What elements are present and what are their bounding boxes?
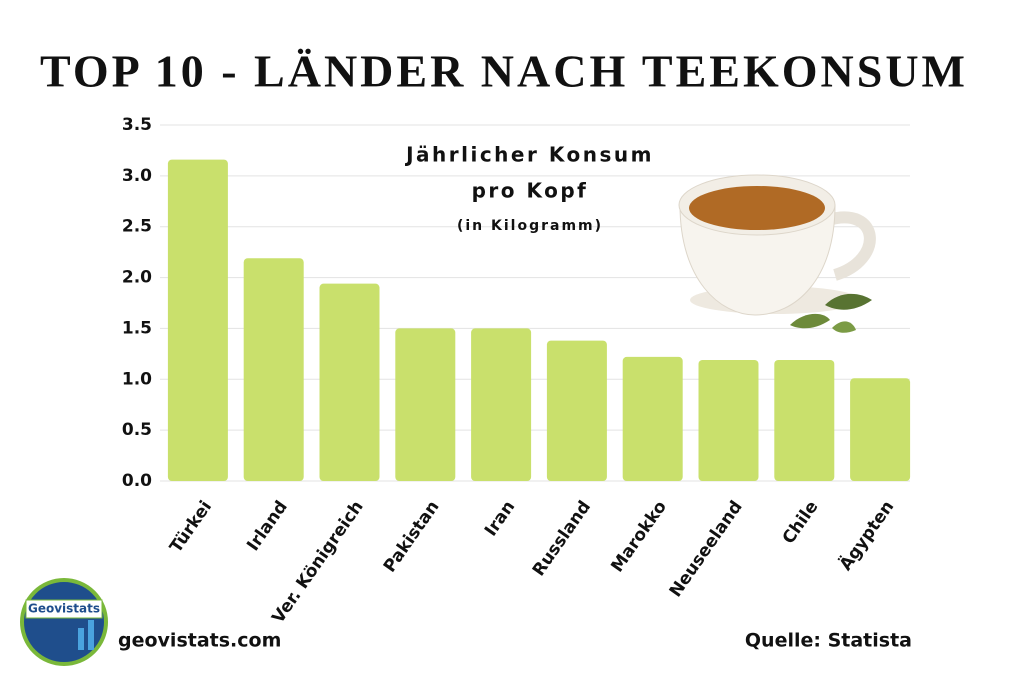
- bar: [395, 328, 456, 481]
- x-tick-label: Ägypten: [834, 496, 898, 574]
- x-tick-label: Neuseeland: [666, 497, 747, 601]
- bar: [698, 359, 759, 481]
- unit-note: (in Kilogramm): [457, 218, 603, 234]
- y-tick-label: 3.5: [122, 115, 152, 135]
- y-tick-label: 2.5: [122, 217, 152, 237]
- logo: Geovistats: [20, 578, 108, 666]
- logo-text: Geovistats: [28, 602, 100, 616]
- x-tick-label: Türkei: [166, 497, 216, 557]
- source: Quelle: Statista: [745, 630, 912, 652]
- teacup-illustration: [678, 174, 876, 333]
- bar: [622, 356, 683, 481]
- y-tick-label: 2.0: [122, 268, 152, 288]
- subtitle: pro Kopf: [472, 179, 589, 203]
- bar: [319, 283, 380, 481]
- bar: [774, 359, 835, 481]
- x-tick-label: Chile: [779, 497, 823, 548]
- bar: [243, 258, 304, 481]
- x-tick-label: Iran: [481, 497, 519, 540]
- y-tick-label: 0.0: [122, 471, 152, 491]
- y-tick-label: 1.5: [122, 318, 152, 338]
- x-tick-label: Irland: [243, 497, 292, 555]
- x-tick-label: Russland: [529, 497, 595, 580]
- x-tick-label: Pakistan: [380, 497, 444, 576]
- bar: [850, 378, 911, 481]
- website: geovistats.com: [118, 630, 281, 652]
- y-tick-label: 3.0: [122, 166, 152, 186]
- subtitle: Jährlicher Konsum: [404, 143, 654, 167]
- bar: [546, 340, 607, 481]
- y-tick-label: 1.0: [122, 369, 152, 389]
- x-tick-label: Marokko: [607, 497, 671, 576]
- bar: [471, 328, 532, 481]
- chart-title: TOP 10 - LÄNDER NACH TEEKONSUM: [40, 46, 968, 97]
- bar: [167, 159, 228, 481]
- y-tick-label: 0.5: [122, 420, 152, 440]
